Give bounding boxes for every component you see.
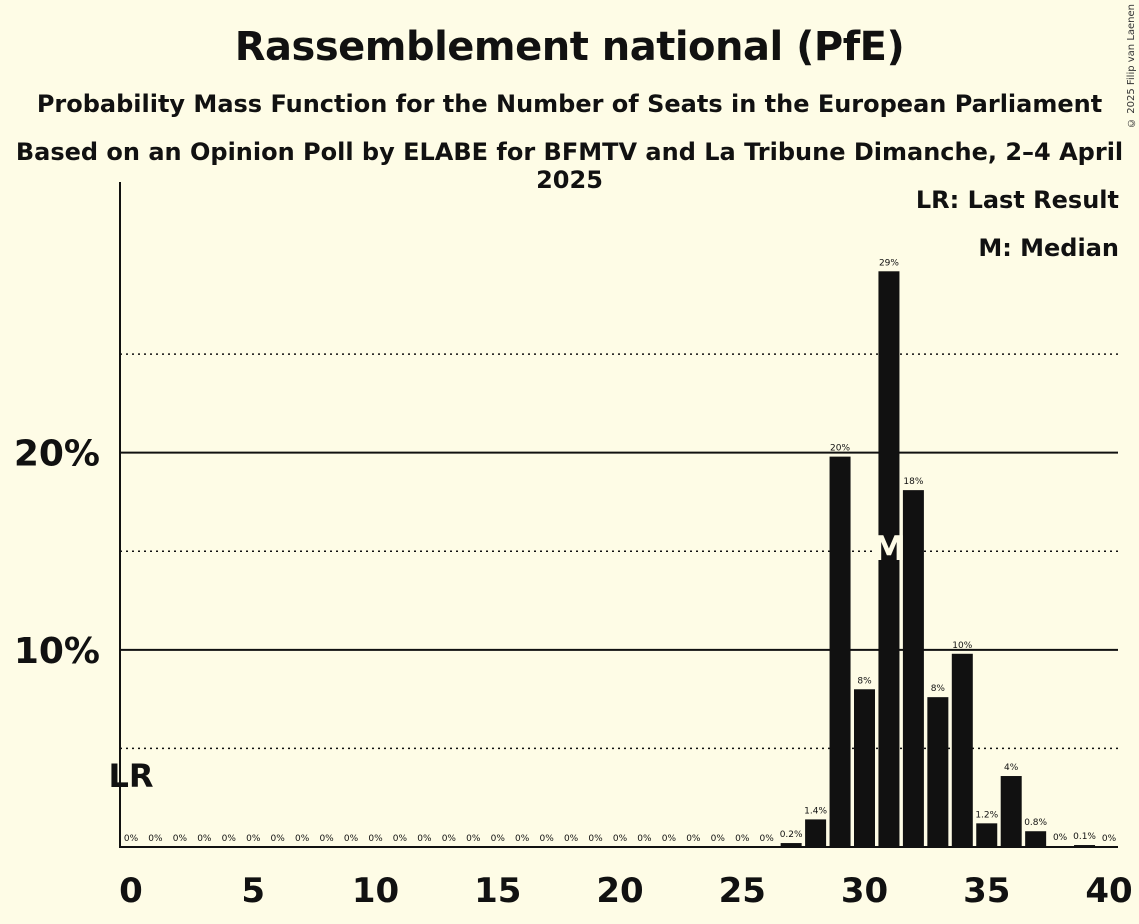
bar	[780, 843, 802, 847]
bar	[878, 271, 900, 847]
data-label: 18%	[903, 477, 923, 487]
data-label: 8%	[857, 676, 872, 686]
data-label: 0%	[760, 834, 775, 844]
data-label: 0%	[246, 834, 261, 844]
data-label: 0%	[686, 834, 701, 844]
bar	[805, 819, 827, 847]
legend-last-result: LR: Last Result	[915, 186, 1119, 214]
data-label: 0%	[417, 834, 432, 844]
data-label: 0%	[197, 834, 212, 844]
data-label: 0%	[588, 834, 603, 844]
x-tick-label: 30	[841, 871, 888, 911]
data-label: 0%	[368, 834, 383, 844]
data-label: 0%	[1102, 834, 1117, 844]
data-label: 0%	[222, 834, 237, 844]
data-label: 0.1%	[1073, 832, 1096, 842]
data-label: 0%	[393, 834, 408, 844]
data-label: 0%	[540, 834, 555, 844]
bar	[927, 697, 949, 847]
data-label: 29%	[879, 258, 899, 268]
data-label: 8%	[931, 684, 946, 694]
data-label: 0%	[173, 834, 188, 844]
data-label: 0%	[1053, 833, 1068, 843]
data-label: 0%	[271, 834, 286, 844]
x-tick-label: 35	[963, 871, 1010, 911]
x-tick-label: 40	[1085, 871, 1132, 911]
bar	[829, 456, 851, 847]
median-marker: M	[872, 529, 906, 569]
bar	[1000, 776, 1022, 847]
bar	[854, 689, 875, 847]
legend-median: M: Median	[978, 234, 1119, 262]
data-label: 0%	[491, 834, 506, 844]
bar	[951, 653, 973, 847]
data-label: 0%	[662, 834, 677, 844]
x-tick-label: 20	[596, 871, 643, 911]
chart-source-subtitle: Based on an Opinion Poll by ELABE for BF…	[15, 138, 1124, 194]
data-label: 0%	[442, 834, 457, 844]
last-result-marker: LR	[108, 757, 153, 795]
chart-title: Rassemblement national (PfE)	[234, 24, 905, 70]
data-label: 10%	[952, 641, 972, 651]
data-label: 0%	[148, 834, 163, 844]
x-tick-label: 25	[719, 871, 766, 911]
data-label: 0%	[637, 834, 652, 844]
data-label: 0%	[564, 834, 579, 844]
bar	[976, 823, 998, 847]
data-label: 0%	[515, 834, 530, 844]
bar	[902, 490, 924, 847]
data-label: 0%	[344, 834, 359, 844]
data-label: 0%	[613, 834, 628, 844]
data-label: 0%	[711, 834, 726, 844]
data-label: 20%	[830, 444, 850, 454]
y-tick-label: 10%	[14, 631, 100, 672]
bar	[1025, 831, 1047, 847]
data-label: 0%	[295, 834, 310, 844]
data-label: 0%	[124, 834, 139, 844]
x-tick-label: 10	[352, 871, 399, 911]
x-tick-label: 5	[241, 871, 265, 911]
x-tick-label: 15	[474, 871, 521, 911]
data-label: 1.4%	[804, 806, 827, 816]
data-label: 0%	[319, 834, 334, 844]
data-label: 0%	[466, 834, 481, 844]
data-label: 0.2%	[780, 830, 803, 840]
data-label: 0%	[735, 834, 750, 844]
data-label: 4%	[1004, 763, 1019, 773]
chart-subtitle: Probability Mass Function for the Number…	[36, 90, 1103, 118]
y-tick-label: 20%	[14, 434, 100, 475]
x-tick-label: 0	[119, 871, 143, 911]
data-label: 1.2%	[975, 810, 998, 820]
data-label: 0.8%	[1024, 818, 1047, 828]
